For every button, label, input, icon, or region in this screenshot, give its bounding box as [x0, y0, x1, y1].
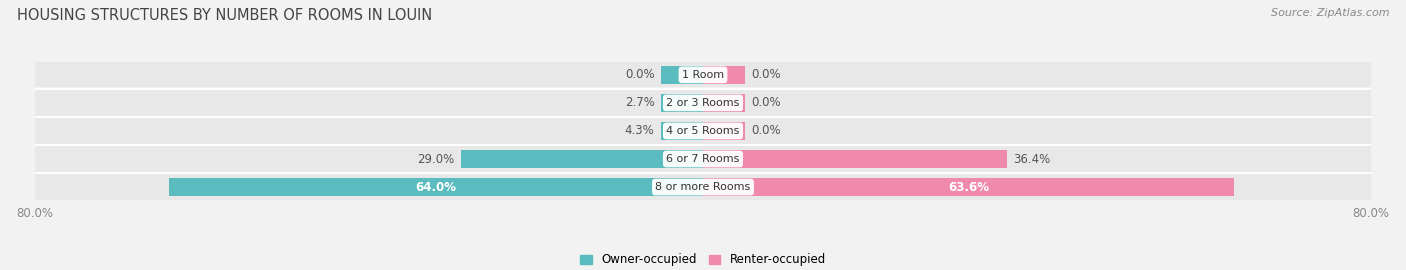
Bar: [35, 90, 1371, 116]
Text: 4.3%: 4.3%: [624, 124, 655, 137]
Text: 6 or 7 Rooms: 6 or 7 Rooms: [666, 154, 740, 164]
Text: HOUSING STRUCTURES BY NUMBER OF ROOMS IN LOUIN: HOUSING STRUCTURES BY NUMBER OF ROOMS IN…: [17, 8, 432, 23]
Text: 36.4%: 36.4%: [1014, 153, 1050, 166]
Bar: [661, 66, 703, 83]
Text: 64.0%: 64.0%: [415, 181, 457, 194]
Text: 1 Room: 1 Room: [682, 70, 724, 80]
Bar: [461, 150, 703, 168]
Bar: [35, 174, 1371, 200]
Legend: Owner-occupied, Renter-occupied: Owner-occupied, Renter-occupied: [575, 249, 831, 270]
Bar: [703, 150, 1007, 168]
Bar: [169, 178, 703, 196]
Bar: [703, 178, 1234, 196]
Text: 29.0%: 29.0%: [418, 153, 454, 166]
Text: 0.0%: 0.0%: [751, 68, 782, 81]
Bar: [35, 146, 1371, 172]
Text: 2.7%: 2.7%: [624, 96, 655, 109]
Text: 0.0%: 0.0%: [624, 68, 655, 81]
Bar: [703, 94, 745, 112]
Text: 4 or 5 Rooms: 4 or 5 Rooms: [666, 126, 740, 136]
Text: 63.6%: 63.6%: [948, 181, 988, 194]
Text: 8 or more Rooms: 8 or more Rooms: [655, 182, 751, 192]
Text: Source: ZipAtlas.com: Source: ZipAtlas.com: [1271, 8, 1389, 18]
Text: 0.0%: 0.0%: [751, 124, 782, 137]
Bar: [661, 122, 703, 140]
Bar: [35, 118, 1371, 144]
Text: 0.0%: 0.0%: [751, 96, 782, 109]
Bar: [661, 94, 703, 112]
Text: 2 or 3 Rooms: 2 or 3 Rooms: [666, 98, 740, 108]
Bar: [703, 66, 745, 83]
Bar: [35, 62, 1371, 87]
Bar: [703, 122, 745, 140]
